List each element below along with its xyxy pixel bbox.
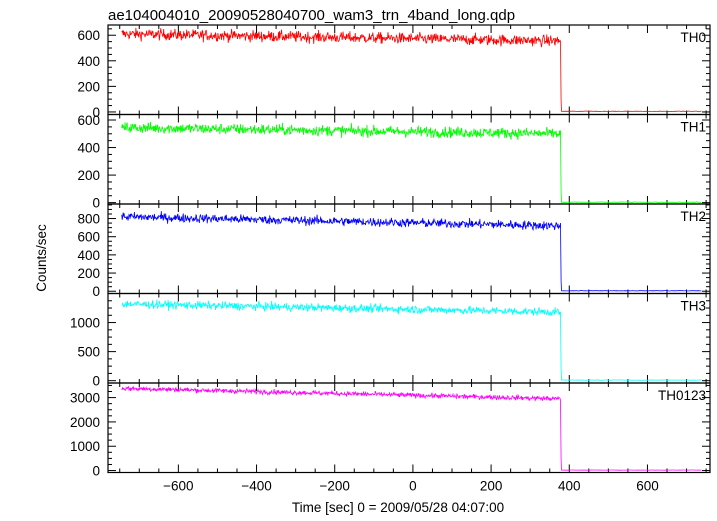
- y-tick-label: 0: [92, 284, 100, 299]
- x-tick-label: 400: [558, 479, 581, 494]
- panels-group: 0 200 400 600 TH0 0 200 400 600 TH1 0 200 400 600 800 T…: [70, 24, 711, 494]
- y-axis-title: Counts/sec: [34, 224, 49, 292]
- series-line-th3: [121, 299, 702, 381]
- y-tick-label: 200: [77, 79, 100, 94]
- panel-frame: [107, 203, 711, 295]
- y-tick-label: 2000: [70, 415, 100, 430]
- y-tick-label: 1000: [70, 439, 100, 454]
- series-line-th0123: [121, 385, 702, 471]
- panel-th2: 0 200 400 600 800 TH2: [77, 203, 711, 299]
- x-tick-label: −600: [163, 479, 193, 494]
- panel-th0123: 0 1000 2000 3000 TH0123: [70, 382, 711, 479]
- x-axis-title: Time [sec] 0 = 2009/05/28 04:07:00: [292, 500, 504, 515]
- y-tick-label: 400: [77, 248, 100, 263]
- x-tick-label: 0: [409, 479, 417, 494]
- y-tick-label: 400: [77, 54, 100, 69]
- panel-label: TH2: [680, 209, 706, 224]
- x-tick-label: −200: [320, 479, 350, 494]
- y-tick-label: 600: [77, 113, 100, 128]
- panel-label: TH1: [680, 120, 706, 135]
- y-tick-label: 1000: [70, 316, 100, 331]
- panel-frame: [107, 382, 711, 474]
- x-tick-label: −400: [241, 479, 271, 494]
- panel-th0: 0 200 400 600 TH0: [77, 24, 711, 120]
- y-tick-label: 0: [92, 196, 100, 211]
- y-tick-label: 600: [77, 230, 100, 245]
- y-tick-label: 0: [92, 374, 100, 389]
- y-tick-label: 0: [92, 105, 100, 120]
- panel-label: TH3: [680, 299, 706, 314]
- y-tick-label: 600: [77, 28, 100, 43]
- panel-th1: 0 200 400 600 TH1: [77, 113, 711, 211]
- series-line-th0: [121, 27, 702, 113]
- y-tick-label: 500: [77, 345, 100, 360]
- y-tick-label: 800: [77, 212, 100, 227]
- panel-label: TH0123: [658, 388, 706, 403]
- y-tick-label: 0: [92, 464, 100, 479]
- x-tick-label: 600: [636, 479, 659, 494]
- chart-title: ae104004010_20090528040700_wam3_trn_4ban…: [108, 7, 515, 24]
- series-line-th1: [121, 121, 702, 204]
- panel-label: TH0: [680, 30, 706, 45]
- y-tick-label: 200: [77, 168, 100, 183]
- x-tick-label: 200: [480, 479, 503, 494]
- series-line-th2: [121, 211, 702, 292]
- y-tick-label: 200: [77, 266, 100, 281]
- panel-frame: [107, 292, 711, 384]
- y-tick-label: 400: [77, 141, 100, 156]
- panel-frame: [107, 113, 711, 205]
- panel-th3: 0 500 1000 TH3: [70, 292, 711, 389]
- y-tick-label: 3000: [70, 391, 100, 406]
